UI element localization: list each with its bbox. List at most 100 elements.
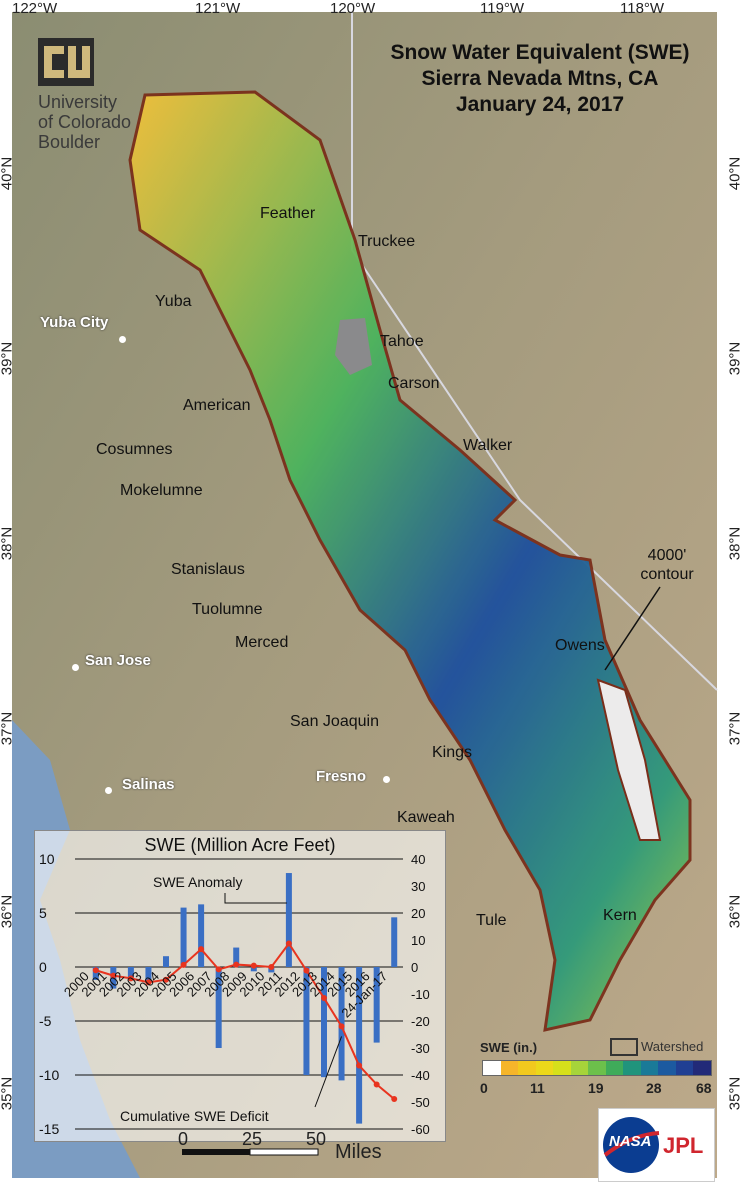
deficit-annotation-leader: [314, 1036, 343, 1108]
cu-line-1: University: [38, 92, 118, 112]
y-right-tick-label: -50: [411, 1095, 430, 1110]
legend-swatch-8: [623, 1061, 641, 1075]
lon-label-121: 121°W: [195, 0, 241, 17]
city-label-fresno: Fresno: [316, 768, 367, 785]
cumulative-deficit-line: [95, 941, 395, 1100]
cumulative-deficit-point: [338, 1023, 345, 1030]
cumulative-deficit-point: [215, 966, 222, 973]
y-right-tick-label: 30: [411, 879, 425, 894]
anomaly-bar: [303, 967, 310, 1075]
y-right-tick-label: -30: [411, 1041, 430, 1056]
cumulative-deficit-point: [391, 1096, 398, 1103]
y-right-tick-label: -60: [411, 1122, 430, 1137]
anomaly-bar: [321, 967, 327, 1078]
cumulative-deficit-point: [268, 964, 275, 970]
legend-swatch-2: [518, 1061, 536, 1075]
scale-unit: Miles: [335, 1141, 382, 1163]
legend-swatch-10: [658, 1061, 676, 1075]
anomaly-bar: [145, 967, 152, 984]
anomaly-annotation: SWE Anomaly: [153, 874, 242, 890]
title-line-1: Snow Water Equivalent (SWE): [390, 41, 690, 64]
lat-label-39-left: 39°N: [0, 341, 16, 376]
cu-logo-text: University of Colorado Boulder: [38, 92, 131, 152]
y-right-tick-label: 10: [411, 933, 425, 948]
y-right-tick-label: 20: [411, 906, 425, 921]
lat-label-35-left: 35°N: [0, 1076, 16, 1111]
legend-swatch-5: [570, 1061, 589, 1075]
y-left-tick-label: 0: [39, 959, 47, 975]
y-right-tick-label: -40: [411, 1068, 430, 1083]
state-border: [351, 12, 718, 691]
y-left-tick-label: 5: [39, 905, 47, 921]
legend-title: SWE (in.): [480, 1040, 538, 1055]
basin-label-carson: Carson: [388, 375, 440, 392]
lat-label-39-right: 39°N: [726, 341, 744, 376]
cumulative-deficit-point: [285, 940, 292, 947]
chart-title: SWE (Million Acre Feet): [144, 835, 335, 855]
city-dot-salinas: [105, 787, 112, 794]
contour-leader-line: [604, 586, 661, 671]
legend-swatch-12: [693, 1061, 711, 1075]
jpl-wordmark: JPL: [663, 1133, 704, 1158]
cumulative-deficit-point: [145, 979, 152, 986]
lat-label-37-right: 37°N: [726, 711, 744, 746]
lon-label-118: 118°W: [620, 0, 665, 17]
anomaly-bar: [373, 967, 380, 1043]
lat-label-36-right: 36°N: [726, 894, 744, 929]
deficit-annotation: Cumulative SWE Deficit: [120, 1108, 269, 1124]
city-label-salinas: Salinas: [122, 776, 175, 793]
anomaly-bar: [233, 947, 240, 967]
city-dot-san-jose: [72, 664, 79, 671]
cumulative-deficit-point: [321, 995, 327, 1002]
contour-label: 4000' contour: [640, 547, 694, 583]
basin-label-walker: Walker: [463, 437, 513, 454]
anomaly-bar: [127, 967, 134, 978]
legend-tick-19: 19: [588, 1080, 604, 1096]
lat-label-40-left: 40°N: [0, 156, 16, 191]
y-right-tick-label: 0: [411, 960, 418, 975]
legend-swatch-9: [640, 1061, 659, 1075]
legend-tick-0: 0: [480, 1080, 488, 1096]
city-label-yuba-city: Yuba City: [40, 314, 109, 331]
city-dot-fresno: [383, 776, 390, 783]
cumulative-deficit-point: [163, 976, 169, 983]
y-right-tick-label: -20: [411, 1014, 430, 1029]
anomaly-bar: [391, 917, 398, 967]
basin-label-owens: Owens: [555, 637, 605, 654]
basin-label-tahoe: Tahoe: [380, 333, 424, 350]
cumulative-deficit-point: [180, 961, 187, 968]
anomaly-bar: [198, 904, 205, 967]
cumulative-deficit-point: [250, 962, 257, 969]
nasa-meatball-icon: [603, 1117, 660, 1173]
basin-label-mokelumne: Mokelumne: [120, 482, 203, 499]
legend-swatch-0: [483, 1061, 501, 1075]
lat-label-37-left: 37°N: [0, 711, 16, 746]
cumulative-deficit-point: [356, 1062, 363, 1069]
snow-extent: [128, 90, 692, 1032]
lon-label-120: 120°W: [330, 0, 376, 17]
scale-tick-25: 25: [242, 1129, 263, 1149]
scale-tick-0: 0: [178, 1129, 189, 1149]
cu-logo-icon: [38, 38, 94, 86]
watershed-legend-label: Watershed: [641, 1039, 704, 1054]
scale-tick-50: 50: [306, 1129, 327, 1149]
lake-tahoe: [335, 318, 372, 375]
legend-tick-11: 11: [530, 1080, 545, 1096]
legend-swatch-7: [605, 1061, 624, 1075]
lat-label-38-right: 38°N: [726, 526, 744, 561]
anomaly-bar: [92, 967, 99, 980]
cu-line-3: Boulder: [38, 132, 101, 152]
legend-swatch-4: [553, 1061, 571, 1075]
cumulative-deficit-point: [92, 967, 99, 974]
lon-label-119: 119°W: [480, 0, 525, 17]
y-left-tick-label: -5: [39, 1013, 52, 1029]
lat-label-36-left: 36°N: [0, 894, 16, 929]
legend-tick-28: 28: [646, 1080, 662, 1096]
y-right-tick-label: -10: [411, 987, 430, 1002]
cu-line-2: of Colorado: [38, 112, 132, 132]
legend-colorbar: [482, 1060, 712, 1076]
y-right-tick-label: 40: [411, 852, 425, 867]
legend-swatch-6: [588, 1061, 606, 1075]
basin-label-stanislaus: Stanislaus: [171, 561, 245, 578]
